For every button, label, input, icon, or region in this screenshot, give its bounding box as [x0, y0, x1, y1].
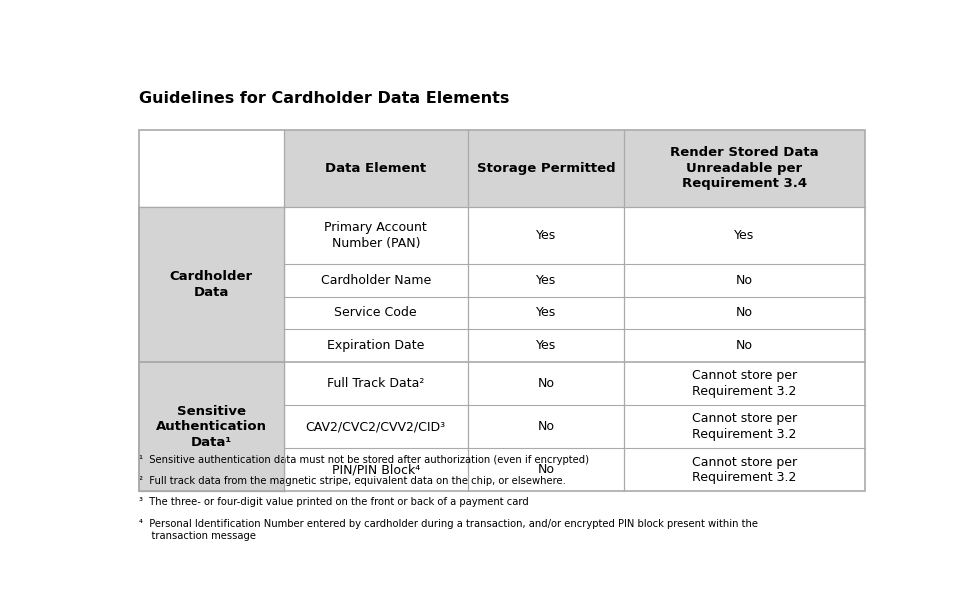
- Text: No: No: [736, 306, 753, 319]
- Text: No: No: [537, 420, 555, 433]
- Text: CAV2/CVC2/CVV2/CID³: CAV2/CVC2/CVV2/CID³: [306, 420, 446, 433]
- Bar: [139, 207, 283, 362]
- Bar: [283, 207, 865, 362]
- Text: Render Stored Data
Unreadable per
Requirement 3.4: Render Stored Data Unreadable per Requir…: [670, 146, 819, 191]
- Bar: [139, 362, 283, 491]
- Text: Cardholder Name: Cardholder Name: [320, 274, 431, 287]
- Bar: [139, 130, 283, 207]
- Text: PIN/PIN Block⁴: PIN/PIN Block⁴: [331, 463, 419, 476]
- Text: Primary Account
Number (PAN): Primary Account Number (PAN): [324, 221, 427, 250]
- Text: Expiration Date: Expiration Date: [327, 339, 424, 352]
- Bar: [139, 130, 865, 491]
- Bar: [139, 362, 283, 491]
- Text: ¹  Sensitive authentication data must not be stored after authorization (even if: ¹ Sensitive authentication data must not…: [139, 455, 589, 465]
- Text: Cannot store per
Requirement 3.2: Cannot store per Requirement 3.2: [692, 455, 797, 484]
- Bar: [283, 130, 865, 207]
- Text: ⁴  Personal Identification Number entered by cardholder during a transaction, an: ⁴ Personal Identification Number entered…: [139, 519, 759, 541]
- Text: Full Track Data²: Full Track Data²: [327, 377, 424, 390]
- Text: Yes: Yes: [536, 229, 556, 242]
- Text: Cannot store per
Requirement 3.2: Cannot store per Requirement 3.2: [692, 369, 797, 398]
- Text: Sensitive
Authentication
Data¹: Sensitive Authentication Data¹: [156, 405, 267, 449]
- Text: Service Code: Service Code: [334, 306, 417, 319]
- Text: No: No: [537, 463, 555, 476]
- Text: Cannot store per
Requirement 3.2: Cannot store per Requirement 3.2: [692, 412, 797, 441]
- Text: Storage Permitted: Storage Permitted: [476, 162, 615, 175]
- Text: No: No: [736, 274, 753, 287]
- Text: Yes: Yes: [536, 306, 556, 319]
- Text: No: No: [537, 377, 555, 390]
- Bar: [139, 207, 283, 362]
- Text: No: No: [736, 339, 753, 352]
- Text: Yes: Yes: [536, 274, 556, 287]
- Text: Cardholder
Data: Cardholder Data: [170, 270, 253, 299]
- Text: Yes: Yes: [734, 229, 755, 242]
- Text: Yes: Yes: [536, 339, 556, 352]
- Text: Guidelines for Cardholder Data Elements: Guidelines for Cardholder Data Elements: [139, 91, 510, 106]
- Text: ²  Full track data from the magnetic stripe, equivalent data on the chip, or els: ² Full track data from the magnetic stri…: [139, 476, 566, 486]
- Bar: [283, 362, 865, 491]
- Text: Data Element: Data Element: [325, 162, 426, 175]
- Text: ³  The three- or four-digit value printed on the front or back of a payment card: ³ The three- or four-digit value printed…: [139, 497, 529, 507]
